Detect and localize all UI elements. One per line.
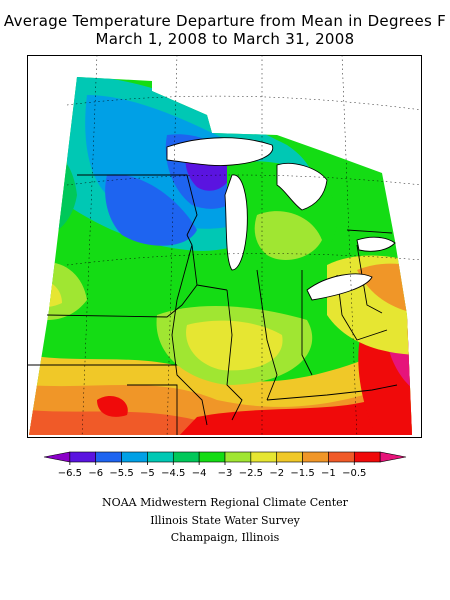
legend-swatch: [302, 451, 329, 463]
legend-label: −0.5: [342, 468, 366, 479]
legend-swatch: [121, 451, 148, 463]
legend-swatch: [353, 451, 381, 463]
legend-label: −3: [218, 468, 233, 479]
state-boundaries: [27, 174, 398, 435]
legend-label: −4.5: [161, 468, 185, 479]
legend-label: −6: [88, 468, 103, 479]
legend-swatch: [172, 451, 200, 463]
temperature-departure-map: [27, 55, 422, 438]
legend-label: −2.5: [239, 468, 263, 479]
great-lakes: [166, 137, 396, 301]
legend-swatch: [250, 451, 278, 463]
legend-swatch: [224, 451, 252, 463]
map-date-range: March 1, 2008 to March 31, 2008: [95, 30, 355, 48]
latlon-grid: [66, 55, 422, 438]
legend-label: −6.5: [58, 468, 82, 479]
legend-swatch: [69, 451, 97, 463]
legend-label: −5: [140, 468, 155, 479]
legend-swatch: [276, 451, 303, 463]
legend-swatch: [379, 451, 407, 463]
legend-label: −1.5: [290, 468, 314, 479]
legend-label: −1: [321, 468, 336, 479]
legend-swatch: [198, 451, 226, 463]
color-legend: −6.5 −6 −5.5 −5 −4.5 −4 −3 −2.5 −2 −1.5 −1 −0.5: [43, 451, 407, 479]
credit-isws: Illinois State Water Survey: [150, 514, 300, 527]
credit-location: Champaign, Illinois: [170, 531, 280, 544]
legend-swatch: [95, 451, 122, 463]
legend-label: −2: [269, 468, 284, 479]
legend-label: −5.5: [109, 468, 133, 479]
legend-label: −4: [192, 468, 207, 479]
legend-swatch: [147, 451, 174, 463]
map-frame: [27, 55, 422, 438]
map-title: Average Temperature Departure from Mean …: [3, 12, 447, 30]
credit-noaa: NOAA Midwestern Regional Climate Center: [102, 496, 348, 509]
legend-swatch: [328, 451, 355, 463]
legend-swatch: [43, 451, 71, 463]
